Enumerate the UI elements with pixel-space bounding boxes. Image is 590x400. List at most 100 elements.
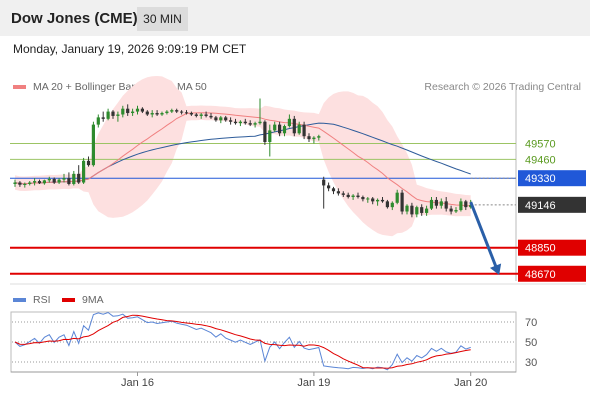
candle-body bbox=[395, 192, 399, 203]
candle-body bbox=[194, 114, 198, 116]
candle-body bbox=[106, 111, 110, 119]
legend-9ma: 9MA bbox=[62, 294, 104, 306]
candle-body bbox=[150, 113, 154, 115]
candle-body bbox=[278, 124, 282, 134]
candle-body bbox=[116, 114, 120, 116]
rsi-tick-30: 30 bbox=[525, 357, 537, 369]
candle-body bbox=[229, 120, 233, 122]
legend-label-ma50: MA 50 bbox=[177, 81, 207, 93]
candle-body bbox=[292, 118, 296, 134]
candle-body bbox=[454, 210, 458, 212]
candle-body bbox=[33, 181, 37, 183]
candle-body bbox=[405, 205, 409, 212]
level-tag-48670 bbox=[518, 265, 586, 282]
time-tick-jan-19: Jan 19 bbox=[297, 377, 330, 389]
candle-body bbox=[312, 137, 316, 140]
candle-body bbox=[380, 199, 385, 202]
candle-body bbox=[459, 201, 463, 211]
candle-body bbox=[238, 121, 242, 124]
candle-body bbox=[111, 111, 115, 116]
candle-body bbox=[341, 193, 345, 195]
candle-body bbox=[160, 113, 164, 115]
candle-body bbox=[189, 113, 193, 115]
candle-body bbox=[366, 198, 370, 200]
candle-body bbox=[18, 182, 22, 185]
level-label-49460: 49460 bbox=[525, 154, 556, 166]
candle-body bbox=[140, 108, 144, 112]
candle-body bbox=[444, 201, 448, 209]
projection-arrow-head bbox=[489, 263, 502, 276]
candle-body bbox=[390, 202, 394, 208]
candle-body bbox=[243, 121, 247, 124]
projection-arrow-shaft bbox=[469, 201, 499, 270]
candle-body bbox=[420, 207, 424, 213]
candle-body bbox=[385, 201, 389, 208]
candle-body bbox=[42, 180, 46, 184]
candle-body bbox=[67, 178, 71, 184]
candle-body bbox=[209, 115, 213, 118]
rsi-tick-50: 50 bbox=[525, 337, 537, 349]
candle-body bbox=[204, 114, 208, 116]
candle-body bbox=[425, 208, 429, 213]
candle-body bbox=[336, 191, 340, 194]
candle-body bbox=[37, 181, 42, 184]
candle-body bbox=[258, 121, 262, 124]
time-tick-jan-16: Jan 16 bbox=[121, 377, 154, 389]
candle-body bbox=[180, 111, 184, 113]
candle-body bbox=[28, 182, 32, 184]
candle-body bbox=[282, 126, 287, 134]
candle-body bbox=[96, 117, 100, 125]
candle-body bbox=[82, 160, 86, 183]
level-label-49330: 49330 bbox=[525, 173, 556, 185]
candle-body bbox=[322, 179, 326, 186]
time-tick-jan-20: Jan 20 bbox=[454, 377, 487, 389]
legend-swatch-ma20 bbox=[13, 85, 26, 89]
level-label-48670: 48670 bbox=[525, 269, 556, 281]
candle-body bbox=[331, 188, 336, 192]
candle-body bbox=[131, 111, 135, 114]
candle-body bbox=[13, 182, 17, 184]
candle-body bbox=[361, 197, 365, 200]
legend-label-ma20: MA 20 + Bollinger Bands bbox=[33, 81, 149, 93]
legend-label-rsi: RSI bbox=[33, 294, 51, 306]
candle-body bbox=[91, 124, 95, 166]
rsi-9ma-line bbox=[14, 314, 471, 369]
candle-body bbox=[77, 173, 81, 183]
candle-body bbox=[47, 178, 51, 181]
candle-body bbox=[307, 136, 311, 140]
candle-body bbox=[52, 178, 56, 183]
candle-body bbox=[449, 208, 453, 212]
candle-body bbox=[371, 198, 375, 202]
candle-body bbox=[351, 195, 355, 198]
candle-body bbox=[273, 124, 277, 131]
level-tag-49146 bbox=[518, 196, 586, 213]
interval-button[interactable]: 30 MIN bbox=[137, 7, 188, 31]
candle-body bbox=[23, 183, 27, 185]
candle-body bbox=[165, 111, 169, 114]
candle-body bbox=[219, 117, 223, 121]
candle-body bbox=[248, 123, 252, 125]
ma20-line bbox=[14, 112, 471, 207]
legend-ma20-bollinger: MA 20 + Bollinger Bands bbox=[13, 81, 148, 93]
level-label-49146: 49146 bbox=[525, 200, 556, 212]
level-tag-48850 bbox=[518, 239, 586, 256]
candle-body bbox=[175, 110, 179, 112]
research-credit: Research © 2026 Trading Central bbox=[424, 81, 581, 93]
candle-body bbox=[429, 199, 434, 209]
legend-label-9ma: 9MA bbox=[82, 294, 104, 306]
candle-body bbox=[410, 205, 414, 215]
candle-body bbox=[145, 111, 149, 115]
rsi-tick-70: 70 bbox=[525, 317, 537, 329]
legend-swatch-9ma bbox=[62, 298, 75, 302]
candle-body bbox=[263, 121, 267, 142]
legend-swatch-rsi bbox=[13, 298, 26, 302]
candle-body bbox=[287, 118, 291, 127]
candle-body bbox=[224, 117, 228, 121]
candles bbox=[13, 98, 473, 218]
timestamp: Monday, January 19, 2026 9:09:19 PM CET bbox=[13, 42, 247, 56]
level-tag-49330 bbox=[518, 170, 586, 187]
level-label-48850: 48850 bbox=[525, 243, 556, 255]
candle-body bbox=[214, 117, 218, 121]
candle-body bbox=[356, 195, 360, 198]
